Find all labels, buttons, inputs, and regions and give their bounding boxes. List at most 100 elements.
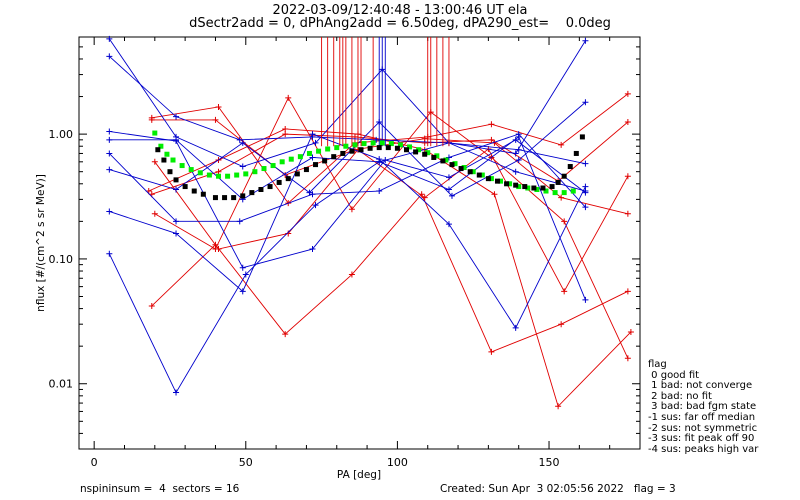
fit-point xyxy=(531,185,537,191)
x-tick-label: 150 xyxy=(539,456,560,469)
y-axis-label: nflux [#/(cm^2 s sr MeV)] xyxy=(35,174,47,312)
fit-point xyxy=(379,140,385,146)
data-point-marker xyxy=(312,139,319,146)
fit-point xyxy=(555,179,561,185)
data-point-marker xyxy=(421,194,428,201)
data-point-marker xyxy=(106,250,113,257)
fit-point xyxy=(370,140,376,146)
data-point-marker xyxy=(624,210,631,217)
fit-point xyxy=(561,190,567,196)
fit-point xyxy=(579,134,585,140)
data-point-marker xyxy=(445,186,452,193)
fit-point xyxy=(440,158,446,164)
legend-item: -4 sus: peaks high var xyxy=(648,443,759,455)
series-line xyxy=(154,96,629,359)
data-point-marker xyxy=(239,264,246,271)
data-point-marker xyxy=(151,158,158,165)
axis-ticks: 0 50 100 150 0.01 0.10 1.00 xyxy=(49,36,640,469)
fit-point xyxy=(222,195,228,201)
fit-point xyxy=(504,181,510,187)
fit-point xyxy=(297,154,303,160)
data-point-marker xyxy=(239,139,246,146)
fit-point xyxy=(231,195,237,201)
chart-title: 2022-03-09/12:40:48 - 13:00:46 UT ela xyxy=(272,3,528,18)
data-point-marker xyxy=(309,246,316,253)
fit-point xyxy=(167,169,173,175)
fit-point xyxy=(313,162,319,168)
legend-item: 0 good fit xyxy=(648,369,700,381)
fit-point xyxy=(394,145,400,151)
fit-point xyxy=(434,153,440,159)
fit-point xyxy=(152,130,158,136)
data-point-marker xyxy=(312,202,319,209)
fit-point xyxy=(416,147,422,153)
fit-point xyxy=(252,169,258,175)
fit-point xyxy=(513,182,519,188)
fit-point xyxy=(358,147,364,153)
data-point-marker xyxy=(582,160,589,167)
fit-point xyxy=(361,141,367,147)
data-point-marker xyxy=(215,168,222,175)
fit-point xyxy=(158,143,164,149)
data-point-marker xyxy=(373,136,380,143)
data-point-marker xyxy=(421,139,428,146)
legend-item: -3 sus: fit peak off 90 xyxy=(648,433,755,445)
data-point-marker xyxy=(582,37,589,44)
fit-point xyxy=(397,142,403,148)
data-point-marker xyxy=(215,246,222,253)
fit-point xyxy=(352,142,358,148)
plot-frame xyxy=(78,36,641,450)
data-point-marker xyxy=(348,206,355,213)
fit-point xyxy=(322,158,328,164)
data-point-marker xyxy=(624,355,631,362)
legend-item: 3 bad: bad fgm state xyxy=(648,401,757,413)
fit-point xyxy=(461,165,467,171)
fit-point xyxy=(458,166,464,172)
data-point-marker xyxy=(624,173,631,180)
x-tick-label: 0 xyxy=(91,456,98,469)
data-point-marker xyxy=(512,324,519,331)
data-point-marker xyxy=(148,114,155,121)
data-point-marker xyxy=(282,131,289,138)
data-point-marker xyxy=(215,103,222,110)
fit-point xyxy=(234,172,240,178)
fit-point xyxy=(303,167,309,173)
fit-point xyxy=(494,178,500,184)
data-point-marker xyxy=(582,188,589,195)
series-line xyxy=(109,131,586,269)
fit-point xyxy=(567,164,573,170)
fit-point xyxy=(376,145,382,151)
legend-item: 2 bad: no fit xyxy=(648,390,712,402)
fit-point xyxy=(270,163,276,169)
data-point-marker xyxy=(445,154,452,161)
data-point-marker xyxy=(173,230,180,237)
fit-point xyxy=(573,150,579,156)
data-point-marker xyxy=(173,186,180,193)
fit-point xyxy=(331,154,337,160)
series-line xyxy=(109,101,586,197)
legend-item: 1 bad: not converge xyxy=(648,380,753,392)
data-point-marker xyxy=(148,302,155,309)
data-point-marker xyxy=(558,141,565,148)
data-point-marker xyxy=(282,125,289,132)
data-point-marker xyxy=(624,119,631,126)
data-point-marker xyxy=(106,128,113,135)
data-point-marker xyxy=(488,136,495,143)
fit-point xyxy=(431,154,437,160)
data-point-marker xyxy=(236,218,243,225)
series-line xyxy=(109,139,586,200)
footer-right: Created: Sun Apr 3 02:05:56 2022 flag = … xyxy=(440,483,676,495)
data-point-marker xyxy=(173,218,180,225)
fit-point xyxy=(182,184,188,190)
fit-point xyxy=(258,186,264,192)
series-line xyxy=(108,38,586,192)
data-point-marker xyxy=(306,189,313,196)
fit-point xyxy=(179,163,185,169)
fit-point xyxy=(343,143,349,149)
fit-point xyxy=(155,147,161,153)
data-point-marker xyxy=(488,348,495,355)
fit-point xyxy=(316,148,322,154)
data-point-marker xyxy=(173,113,180,120)
fit-point xyxy=(173,177,179,183)
x-tick-label: 100 xyxy=(387,456,408,469)
